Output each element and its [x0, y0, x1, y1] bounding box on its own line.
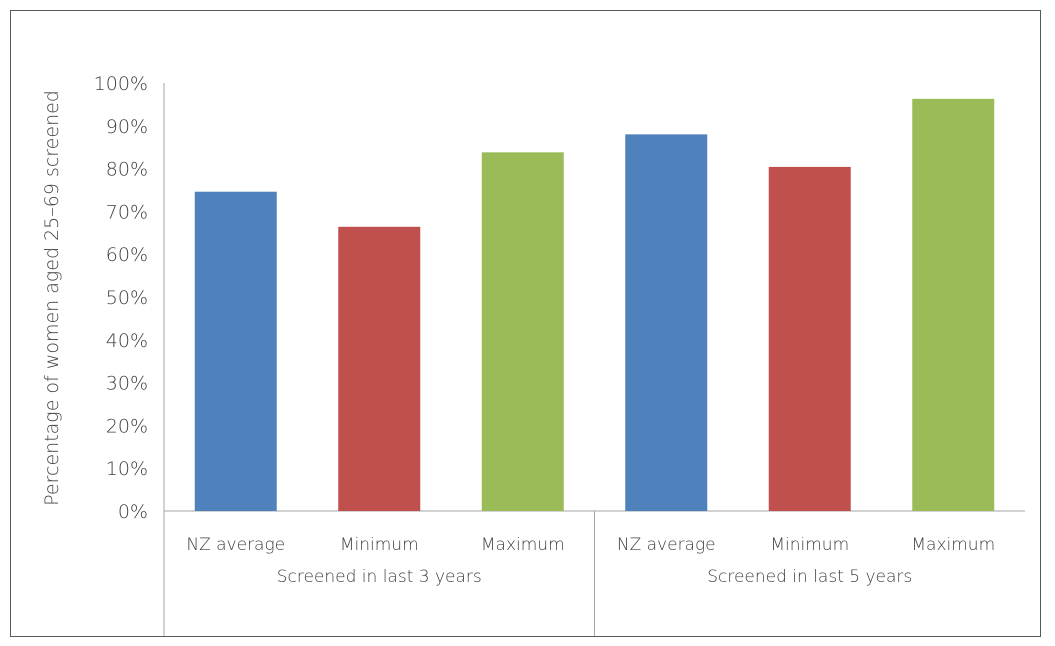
y-tick-label: 50% [106, 287, 148, 309]
y-tick-label: 100% [94, 73, 148, 95]
y-tick-label: 10% [106, 458, 148, 480]
bars [194, 98, 995, 512]
bar [481, 152, 564, 511]
y-tick-label: 20% [106, 415, 148, 437]
y-tick-label: 40% [106, 330, 148, 352]
group-label: Screened in last 3 years [277, 567, 482, 587]
y-tick-label: 90% [106, 116, 148, 138]
category-labels: NZ average Minimum Maximum NZ average Minimu… [186, 535, 995, 555]
bar-chart: Percentage of women aged 25–69 screened … [41, 73, 1025, 636]
category-label: NZ average [617, 535, 716, 555]
chart-frame: Percentage of women aged 25–69 screened … [10, 10, 1041, 637]
category-label: Minimum [340, 535, 419, 555]
group-labels: Screened in last 3 years Screened in last… [277, 567, 913, 587]
bar [338, 226, 421, 512]
category-label: Maximum [481, 535, 565, 555]
category-label: NZ average [186, 535, 285, 555]
axes [163, 83, 1025, 636]
bar [625, 134, 708, 512]
y-tick-label: 80% [106, 159, 148, 181]
y-tick-label: 0% [118, 501, 148, 523]
y-tick-label: 70% [106, 201, 148, 223]
bar [768, 166, 851, 511]
y-tick-label: 60% [106, 244, 148, 266]
bar [912, 98, 995, 511]
y-tick-labels: 0% 10% 20% 30% 40% 50% 60% 70% 80% 90% 100% [94, 73, 148, 523]
y-axis-label: Percentage of women aged 25–69 screened [41, 90, 63, 506]
y-axis-label-group: Percentage of women aged 25–69 screened [41, 90, 63, 506]
category-label: Maximum [911, 535, 995, 555]
category-label: Minimum [770, 535, 849, 555]
bar [194, 191, 277, 511]
y-tick-label: 30% [106, 373, 148, 395]
group-label: Screened in last 5 years [707, 567, 912, 587]
